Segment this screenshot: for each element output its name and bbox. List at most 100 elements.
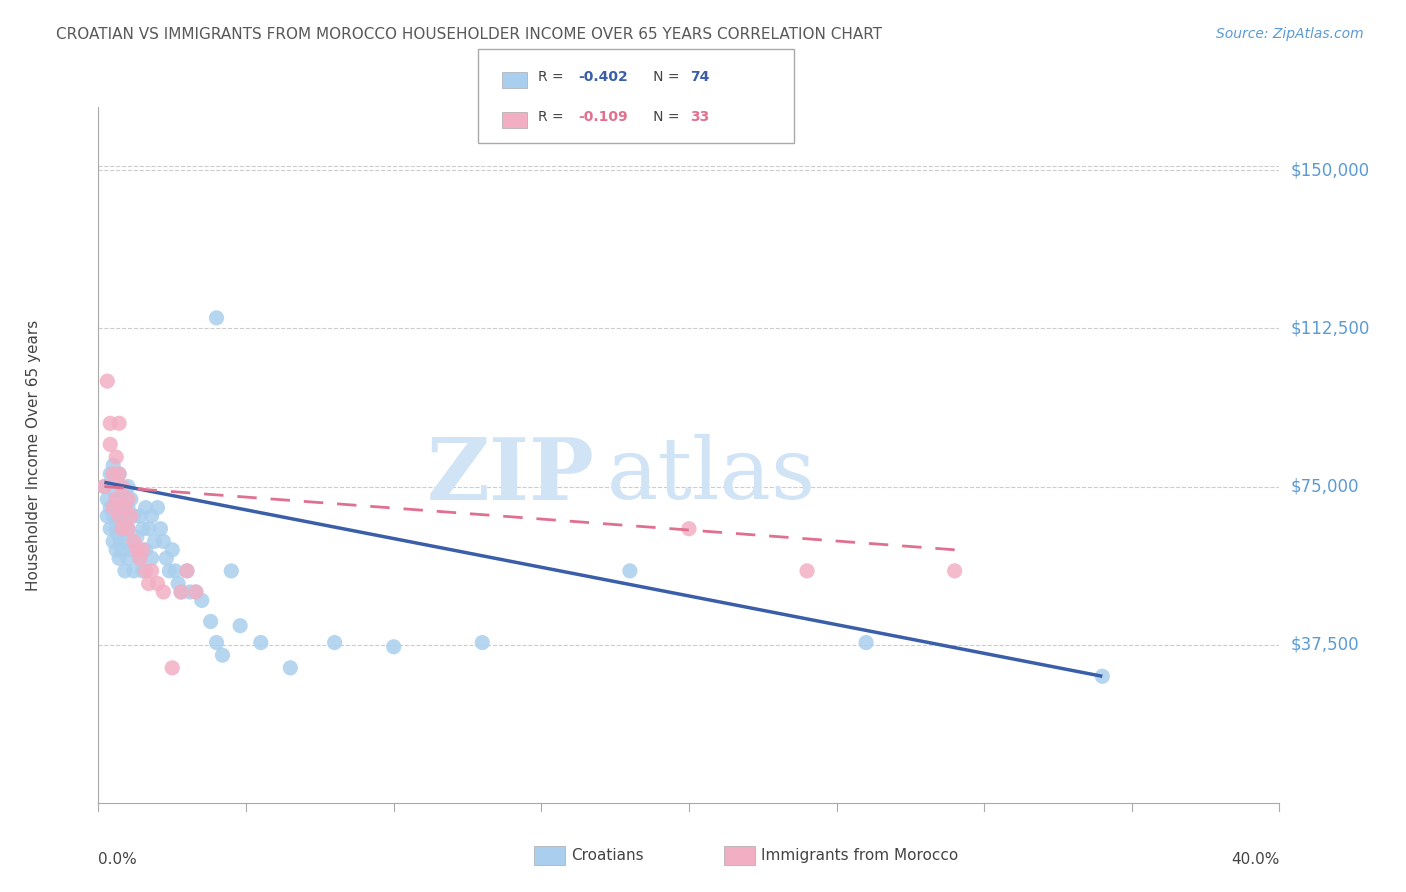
Point — [796, 564, 818, 578]
Point — [114, 564, 136, 578]
Point — [219, 564, 242, 578]
Point — [105, 542, 128, 557]
Point — [114, 534, 136, 549]
Text: -0.109: -0.109 — [578, 110, 627, 124]
Point — [278, 661, 302, 675]
Point — [855, 635, 877, 649]
Point — [98, 467, 121, 481]
Point — [141, 509, 163, 524]
Text: 74: 74 — [690, 70, 710, 84]
Point — [138, 576, 160, 591]
Text: Source: ZipAtlas.com: Source: ZipAtlas.com — [1216, 27, 1364, 41]
Text: N =: N = — [640, 70, 683, 84]
Point — [122, 564, 145, 578]
Point — [155, 551, 177, 566]
Point — [96, 509, 118, 524]
Text: atlas: atlas — [606, 434, 815, 517]
Point — [170, 585, 193, 599]
Point — [125, 530, 148, 544]
Point — [146, 500, 169, 515]
Point — [103, 500, 125, 515]
Text: ZIP: ZIP — [426, 434, 595, 517]
Text: R =: R = — [538, 110, 568, 124]
Point — [108, 417, 131, 431]
Point — [105, 509, 128, 524]
Point — [165, 564, 187, 578]
Point — [93, 479, 115, 493]
Point — [191, 593, 214, 607]
Point — [162, 542, 183, 557]
Text: N =: N = — [640, 110, 683, 124]
Point — [1091, 669, 1114, 683]
Point — [128, 551, 150, 566]
Point — [93, 479, 115, 493]
Point — [229, 618, 252, 632]
Point — [105, 450, 128, 464]
Point — [176, 564, 198, 578]
Point — [205, 310, 228, 325]
Point — [105, 492, 128, 507]
Point — [96, 374, 118, 388]
Point — [152, 534, 174, 549]
Point — [103, 483, 125, 498]
Point — [943, 564, 966, 578]
Point — [108, 551, 131, 566]
Point — [103, 534, 125, 549]
Point — [103, 467, 125, 481]
Point — [111, 479, 134, 493]
Point — [111, 522, 134, 536]
Point — [103, 458, 125, 473]
Point — [108, 530, 131, 544]
Point — [205, 635, 228, 649]
Point — [108, 509, 131, 524]
Text: $112,500: $112,500 — [1291, 319, 1369, 337]
Point — [117, 522, 139, 536]
Text: Immigrants from Morocco: Immigrants from Morocco — [761, 848, 957, 863]
Point — [184, 585, 207, 599]
Point — [98, 437, 121, 451]
Point — [111, 522, 134, 536]
Text: 0.0%: 0.0% — [98, 852, 138, 866]
Point — [138, 522, 160, 536]
Point — [105, 492, 128, 507]
Point — [122, 534, 145, 549]
Text: $37,500: $37,500 — [1291, 636, 1360, 654]
Point — [117, 500, 139, 515]
Point — [114, 483, 136, 498]
Point — [211, 648, 233, 663]
Point — [108, 467, 131, 481]
Point — [111, 542, 134, 557]
Point — [111, 500, 134, 515]
Text: $75,000: $75,000 — [1291, 477, 1360, 496]
Point — [114, 500, 136, 515]
Point — [120, 542, 142, 557]
Point — [184, 585, 207, 599]
Point — [135, 500, 157, 515]
Point — [117, 492, 139, 507]
Point — [114, 509, 136, 524]
Point — [382, 640, 405, 654]
Point — [128, 551, 150, 566]
Point — [200, 615, 222, 629]
Point — [117, 479, 139, 493]
Text: Croatians: Croatians — [571, 848, 644, 863]
Point — [98, 500, 121, 515]
Point — [471, 635, 494, 649]
Point — [98, 522, 121, 536]
Point — [120, 492, 142, 507]
Point — [678, 522, 700, 536]
Point — [135, 564, 157, 578]
Point — [132, 522, 155, 536]
Point — [128, 509, 150, 524]
Point — [117, 522, 139, 536]
Text: 40.0%: 40.0% — [1232, 852, 1279, 866]
Point — [143, 534, 166, 549]
Point — [105, 522, 128, 536]
Text: R =: R = — [538, 70, 568, 84]
Point — [176, 564, 198, 578]
Point — [135, 542, 157, 557]
Point — [132, 564, 155, 578]
Point — [96, 492, 118, 507]
Point — [141, 564, 163, 578]
Point — [117, 551, 139, 566]
